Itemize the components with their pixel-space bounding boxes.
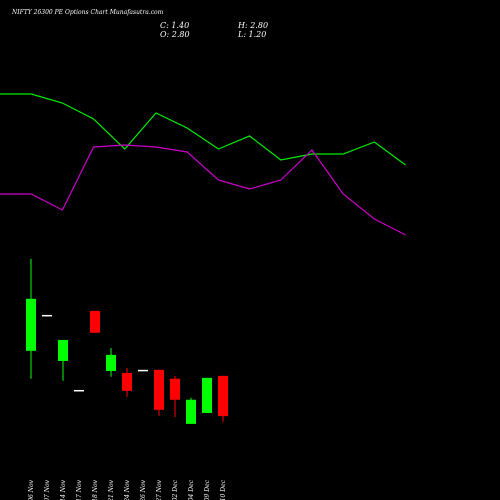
candle-body <box>202 377 212 413</box>
x-tick-label: 24 Nov <box>124 479 131 500</box>
chart-title: NIFTY 26300 PE Options Chart Munafasutra… <box>11 9 164 16</box>
high-label: H: 2.80 <box>237 21 268 30</box>
candle-body <box>90 310 100 333</box>
candle-body <box>106 354 116 371</box>
candle-body <box>186 399 196 424</box>
candle-body <box>122 373 132 391</box>
open-label: O: 2.80 <box>160 30 190 39</box>
x-tick-label: 27 Nov <box>156 479 163 500</box>
x-tick-label: 18 Nov <box>92 479 99 500</box>
x-tick-label: 07 Nov <box>44 479 51 500</box>
candle-body <box>26 298 36 351</box>
x-tick-label: 21 Nov <box>108 479 115 500</box>
x-tick-label: 26 Nov <box>140 479 147 500</box>
line-series <box>0 144 406 236</box>
x-tick-label: 17 Nov <box>76 479 83 500</box>
candle-body <box>218 375 228 417</box>
x-tick-label: 10 Dec <box>220 479 227 500</box>
x-tick-label: 02 Dec <box>172 479 179 500</box>
candle-body <box>170 378 180 400</box>
candle-body <box>58 339 68 361</box>
x-tick-label: 04 Dec <box>188 479 195 500</box>
candle-body <box>154 369 164 410</box>
candle-body <box>74 389 84 392</box>
low-label: L: 1.20 <box>237 30 266 39</box>
x-tick-label: 06 Nov <box>28 479 35 500</box>
candle-body <box>138 369 148 372</box>
x-tick-label: 09 Dec <box>204 479 211 500</box>
x-tick-label: 14 Nov <box>60 479 67 500</box>
close-label: C: 1.40 <box>160 21 189 30</box>
candle-body <box>42 314 52 317</box>
line-series <box>0 93 406 166</box>
